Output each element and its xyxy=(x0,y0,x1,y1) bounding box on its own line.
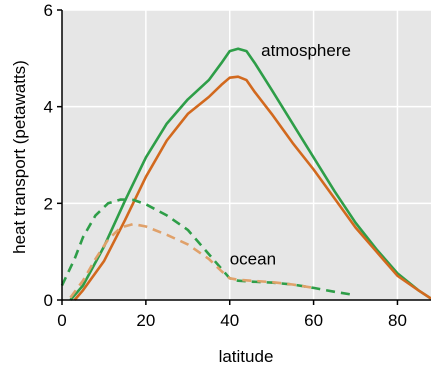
x-tick-label: 40 xyxy=(220,311,239,330)
series-line-1 xyxy=(73,75,431,301)
x-tick-label: 80 xyxy=(388,311,407,330)
x-axis-label: latitude xyxy=(219,347,274,366)
y-tick-label: 6 xyxy=(44,1,53,20)
y-tick-label: 4 xyxy=(44,98,53,117)
y-tick-label: 2 xyxy=(44,194,53,213)
series-line-3 xyxy=(69,222,314,299)
x-tick-label: 0 xyxy=(57,311,66,330)
plot-background xyxy=(62,10,431,300)
series-line-0 xyxy=(69,47,431,301)
axes xyxy=(57,9,431,305)
annotation-atmosphere: atmosphere xyxy=(261,41,351,60)
x-tick-label: 60 xyxy=(304,311,323,330)
x-tick-label: 20 xyxy=(136,311,155,330)
series-layer xyxy=(60,47,431,301)
annotations: atmosphere ocean xyxy=(230,41,351,269)
y-axis-label: heat transport (petawatts) xyxy=(10,60,29,254)
annotation-ocean: ocean xyxy=(230,250,276,269)
tick-labels: 0 20 40 60 80 0 2 4 6 xyxy=(44,1,407,330)
y-tick-label: 0 xyxy=(44,291,53,310)
